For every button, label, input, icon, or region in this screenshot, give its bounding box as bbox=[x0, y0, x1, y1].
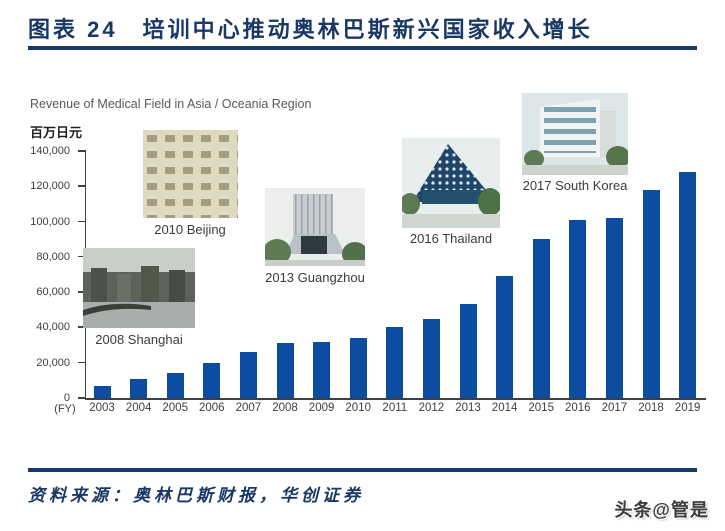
bar-2013 bbox=[459, 304, 477, 398]
y-tick-label: 20,000 bbox=[36, 356, 70, 369]
photo-guangzhou-image bbox=[265, 188, 365, 266]
photo-label-thailand: 2016 Thailand bbox=[409, 231, 493, 246]
x-label-2013: 2013 bbox=[455, 402, 481, 414]
photo-thailand bbox=[402, 138, 500, 228]
bar-2009 bbox=[313, 342, 331, 398]
photo-label-guangzhou: 2013 Guangzhou bbox=[265, 270, 365, 285]
bar-2014 bbox=[496, 276, 514, 398]
x-label-2015: 2015 bbox=[528, 402, 554, 414]
x-label-2012: 2012 bbox=[418, 402, 445, 414]
photo-beijing bbox=[143, 130, 238, 218]
toutiao-watermark: 头条@管是 bbox=[614, 500, 709, 520]
x-label-2005: 2005 bbox=[162, 402, 188, 414]
bar-2016 bbox=[569, 220, 587, 398]
x-label-2008: 2008 bbox=[272, 402, 298, 414]
y-tick-mark bbox=[78, 326, 86, 328]
y-tick-mark bbox=[78, 220, 86, 223]
x-label-2014: 2014 bbox=[491, 402, 518, 414]
x-label-2018: 2018 bbox=[638, 402, 664, 414]
bar-2018 bbox=[642, 190, 660, 398]
x-label-2003: 2003 bbox=[89, 402, 115, 414]
photo-guangzhou bbox=[265, 188, 365, 266]
bar-2012 bbox=[422, 319, 440, 398]
y-axis-unit-label: 百万日元 bbox=[30, 125, 83, 140]
y-tick-label: 140,000 bbox=[30, 145, 70, 157]
x-label-2016: 2016 bbox=[565, 402, 591, 414]
x-label-2004: 2004 bbox=[125, 402, 152, 414]
x-label-2017: 2017 bbox=[601, 402, 628, 414]
photo-southkorea-image bbox=[522, 93, 628, 175]
bar-2011 bbox=[386, 327, 404, 398]
bar-2015 bbox=[532, 239, 550, 398]
photo-thailand-image bbox=[402, 138, 500, 228]
bar-2019 bbox=[679, 172, 697, 398]
photo-southkorea bbox=[522, 93, 628, 175]
chart-title: Revenue of Medical Field in Asia / Ocean… bbox=[30, 97, 312, 111]
title-divider bbox=[28, 46, 697, 50]
y-tick-mark bbox=[78, 150, 86, 152]
x-label-2006: 2006 bbox=[199, 402, 225, 414]
photo-label-southkorea: 2017 South Korea bbox=[522, 178, 628, 193]
y-tick-mark bbox=[78, 255, 86, 258]
x-label-2009: 2009 bbox=[308, 402, 335, 414]
photo-label-beijing: 2010 Beijing bbox=[154, 222, 226, 237]
figure-title: 图表 24 培训中心推动奥林巴斯新兴国家收入增长 bbox=[28, 17, 593, 42]
x-label-2010: 2010 bbox=[345, 402, 371, 414]
y-tick-label: 40,000 bbox=[36, 321, 70, 334]
y-tick-label: 120,000 bbox=[30, 180, 70, 193]
photo-shanghai-image bbox=[83, 248, 195, 328]
y-tick-label: 100,000 bbox=[30, 215, 70, 228]
source-attribution: 资料来源：奥林巴斯财报，华创证券 bbox=[28, 486, 364, 505]
y-tick-mark bbox=[78, 291, 86, 293]
plot-area: (FY) 140,000 120,000 100,000 80,000 60,000 40… bbox=[30, 145, 706, 415]
y-tick-label: 0 bbox=[63, 392, 70, 404]
y-tick-mark bbox=[78, 397, 86, 399]
bar-2006 bbox=[203, 363, 221, 398]
x-label-2019: 2019 bbox=[674, 402, 701, 414]
bar-2017 bbox=[605, 218, 623, 398]
bar-2007 bbox=[239, 352, 257, 398]
photo-beijing-image bbox=[143, 130, 238, 218]
x-label-2007: 2007 bbox=[235, 402, 262, 414]
y-tick-mark bbox=[78, 361, 86, 364]
bar-2003 bbox=[93, 386, 111, 398]
x-label-2011: 2011 bbox=[382, 402, 408, 414]
bar-2010 bbox=[349, 338, 367, 398]
bar-2004 bbox=[130, 379, 148, 398]
fiscal-year-axis-label: (FY) bbox=[54, 403, 76, 415]
photo-label-shanghai: 2008 Shanghai bbox=[95, 332, 183, 347]
photo-shanghai bbox=[83, 248, 195, 328]
bar-2008 bbox=[276, 343, 294, 398]
footer-divider bbox=[28, 468, 697, 472]
bar-2005 bbox=[166, 373, 184, 398]
y-tick-label: 60,000 bbox=[36, 286, 70, 299]
y-tick-label: 80,000 bbox=[36, 250, 70, 263]
y-tick-mark bbox=[78, 185, 86, 187]
